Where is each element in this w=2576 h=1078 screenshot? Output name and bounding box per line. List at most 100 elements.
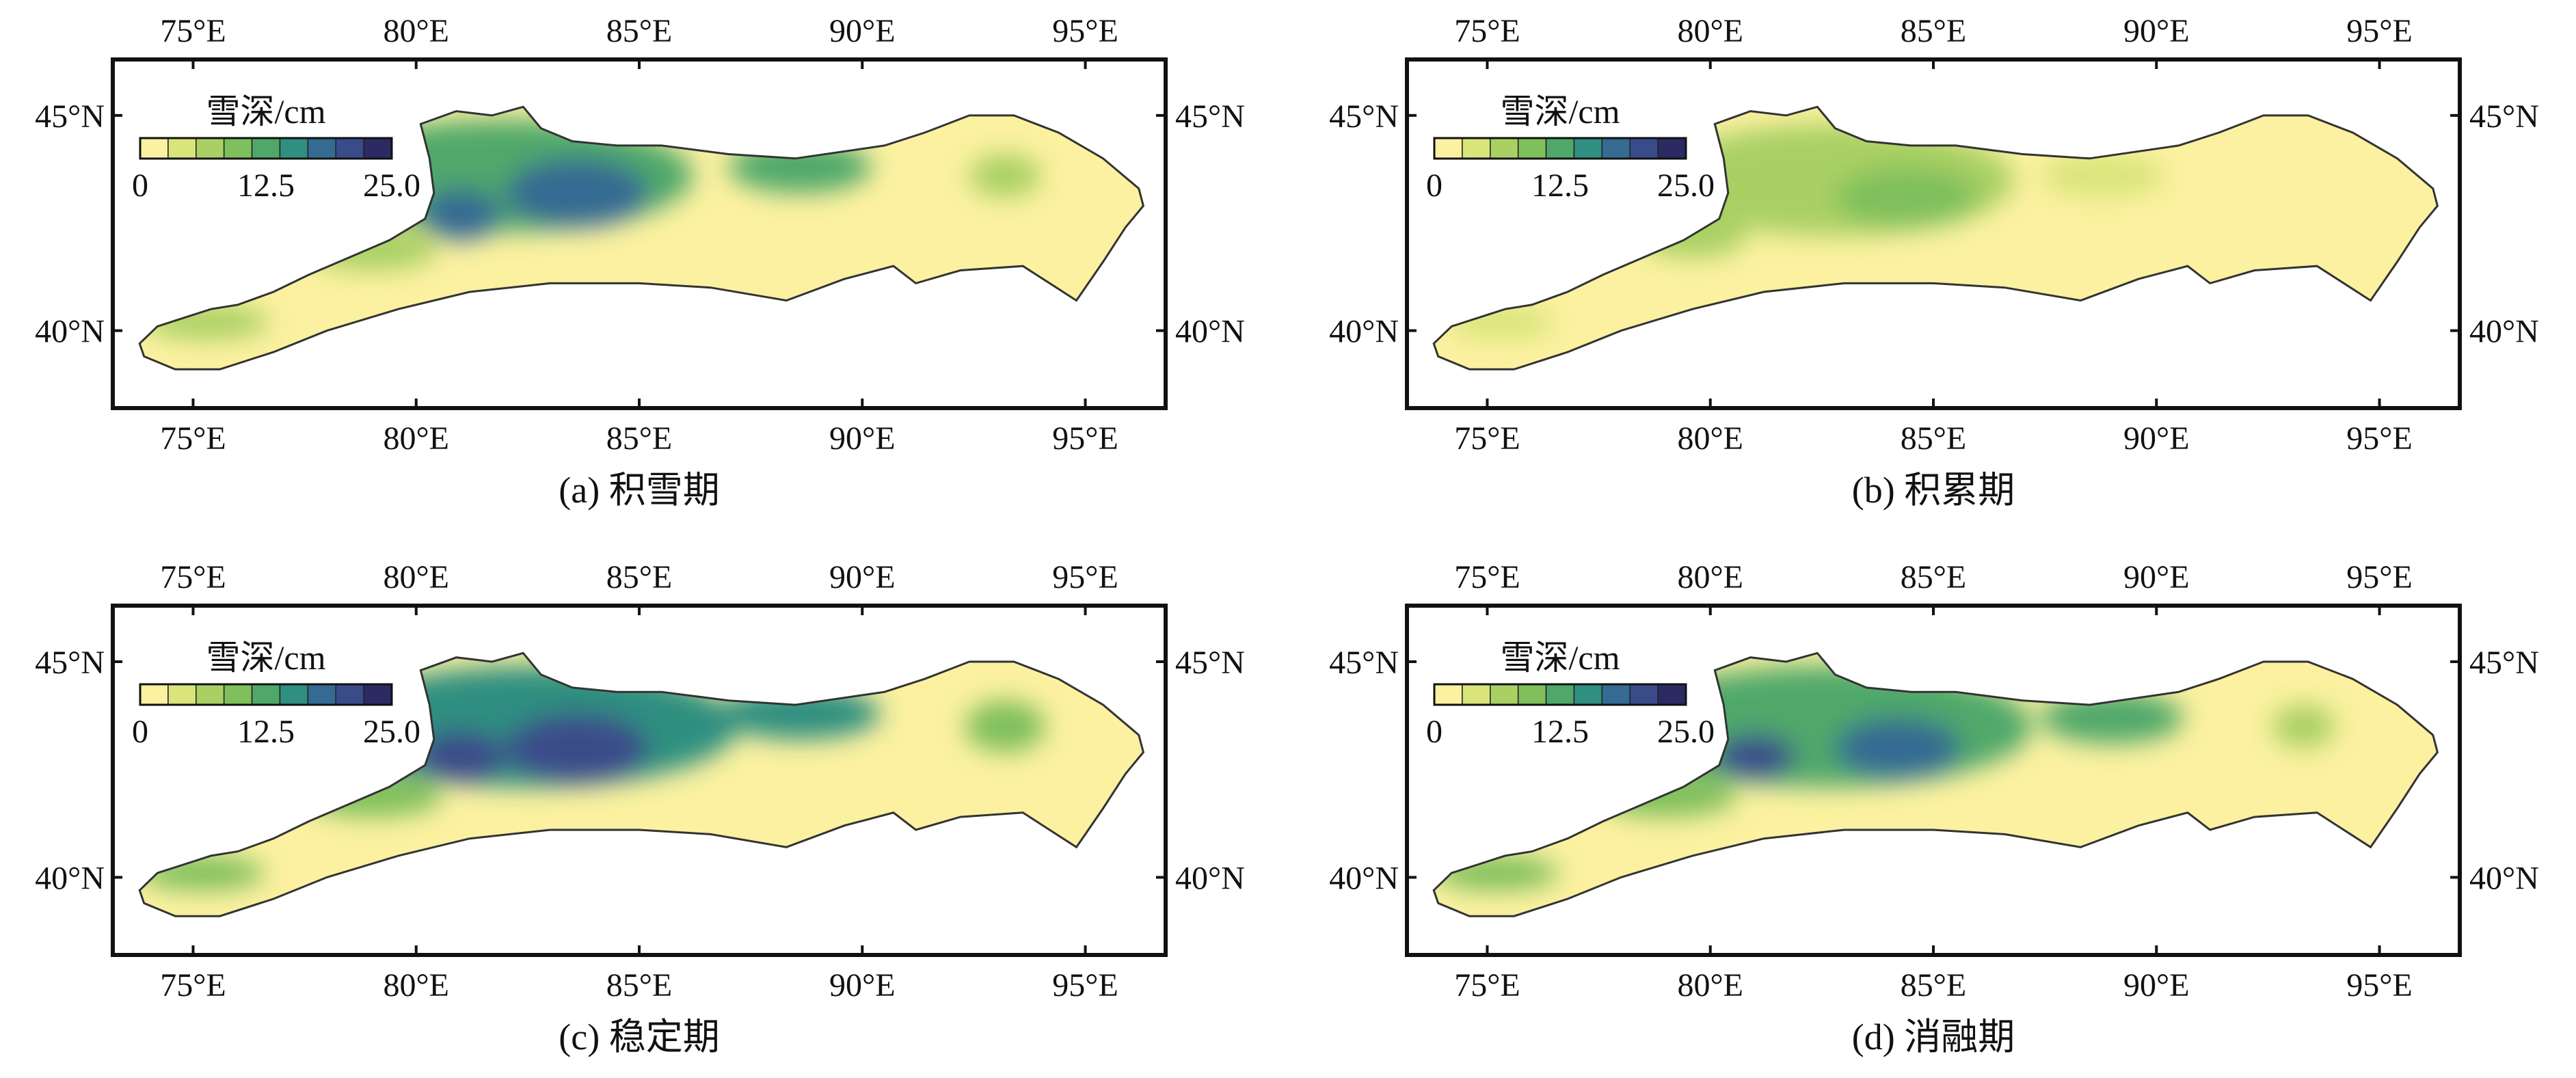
colorbar-swatch	[251, 684, 281, 705]
colorbar-tick-label: 25.0	[363, 167, 420, 204]
colorbar-tick-label: 12.5	[1531, 167, 1589, 204]
lon-tick-label-top: 85°E	[1901, 13, 1967, 49]
colorbar-swatch	[335, 137, 364, 159]
snow-depth-cell	[728, 141, 872, 193]
colorbar-swatch	[363, 684, 392, 705]
lon-tick-label-bottom: 90°E	[2123, 967, 2190, 1003]
colorbar-legend: 雪深/cm 0 12.5 25.0	[1426, 92, 1715, 204]
lat-tick-label-right: 40°N	[1175, 860, 1245, 896]
map-panel-b: 75°E 75°E 80°E 80°E 85°E 85°E 90°E 90°E 95°E 95°E…	[1329, 13, 2539, 511]
colorbar-legend: 雪深/cm 0 12.5 25.0	[132, 638, 420, 750]
lat-tick-label-left: 45°N	[35, 645, 105, 681]
region-base	[1434, 653, 2438, 917]
lat-tick-label-right: 45°N	[2469, 645, 2539, 681]
colorbar-swatch	[223, 137, 253, 159]
colorbar-frame	[1433, 683, 1687, 706]
colorbar-swatch	[363, 137, 392, 159]
lon-tick-label-bottom: 80°E	[383, 967, 449, 1003]
colorbar-swatch	[1545, 137, 1575, 159]
colorbar-swatch	[1434, 684, 1463, 705]
snow-depth-cell	[965, 700, 1045, 753]
lon-tick-label-top: 95°E	[1052, 559, 1118, 595]
lat-tick-label-left: 40°N	[35, 314, 105, 350]
panel-caption: (d) 消融期	[1852, 1016, 2015, 1057]
panel-caption: (c) 稳定期	[559, 1016, 719, 1057]
snow-depth-cell	[2040, 692, 2184, 744]
lon-tick-label-bottom: 75°E	[160, 420, 226, 457]
snow-depth-cell	[505, 713, 649, 783]
colorbar-swatch	[1573, 137, 1603, 159]
region-boundary	[1432, 651, 2439, 917]
lon-tick-label-bottom: 80°E	[383, 420, 449, 457]
colorbar-swatch	[1657, 684, 1687, 705]
lon-tick-label-bottom: 85°E	[1901, 420, 1967, 457]
snow-depth-cell	[416, 730, 506, 783]
lat-tick-label-left: 40°N	[35, 860, 105, 896]
colorbar-swatch	[139, 137, 169, 159]
lon-tick-label-top: 80°E	[383, 559, 449, 595]
panel-caption: (a) 积雪期	[559, 470, 719, 511]
colorbar-swatch	[139, 684, 169, 705]
lon-tick-label-bottom: 75°E	[160, 967, 226, 1003]
lon-tick-label-top: 95°E	[1052, 13, 1118, 49]
lon-tick-label-bottom: 80°E	[1677, 967, 1743, 1003]
lon-tick-label-bottom: 80°E	[1677, 420, 1743, 457]
lat-tick-label-left: 40°N	[1329, 860, 1399, 896]
colorbar-swatch	[167, 684, 197, 705]
snow-depth-cell	[1715, 735, 1795, 779]
lon-tick-label-top: 75°E	[1454, 13, 1520, 49]
lon-tick-label-top: 80°E	[1677, 13, 1743, 49]
colorbar-swatch	[279, 684, 309, 705]
lon-tick-label-bottom: 85°E	[1901, 967, 1967, 1003]
lon-tick-label-bottom: 85°E	[606, 967, 673, 1003]
colorbar-swatch	[1462, 684, 1491, 705]
lat-tick-label-left: 45°N	[35, 98, 105, 135]
lat-tick-label-right: 45°N	[1175, 98, 1245, 135]
colorbar-swatch	[196, 684, 225, 705]
lon-tick-label-bottom: 75°E	[1454, 420, 1520, 457]
lat-tick-label-left: 45°N	[1329, 98, 1399, 135]
snow-depth-cell	[1835, 718, 1961, 779]
colorbar-swatch	[196, 137, 225, 159]
colorbar-legend: 雪深/cm 0 12.5 25.0	[132, 92, 420, 204]
lon-tick-label-top: 75°E	[160, 13, 226, 49]
colorbar-swatch	[223, 684, 253, 705]
region-base	[139, 653, 1144, 917]
lon-tick-label-top: 95°E	[2346, 559, 2413, 595]
colorbar-swatch	[1490, 137, 1519, 159]
colorbar-swatch	[1517, 684, 1547, 705]
lat-tick-label-right: 40°N	[2469, 314, 2539, 350]
lon-tick-label-top: 75°E	[160, 559, 226, 595]
colorbar-swatch	[1434, 137, 1463, 159]
lon-tick-label-top: 95°E	[2346, 13, 2413, 49]
colorbar-tick-label: 0	[132, 714, 148, 750]
lat-tick-label-left: 45°N	[1329, 645, 1399, 681]
lon-tick-label-top: 90°E	[2123, 559, 2190, 595]
colorbar-swatch	[1573, 684, 1603, 705]
region-boundary	[1432, 105, 2439, 370]
lon-tick-label-bottom: 85°E	[606, 420, 673, 457]
colorbar-swatch	[1629, 684, 1659, 705]
lat-tick-label-right: 45°N	[1175, 645, 1245, 681]
region-base	[1434, 107, 2438, 370]
colorbar-frame	[139, 683, 393, 706]
lat-tick-label-right: 40°N	[1175, 314, 1245, 350]
region-boundary	[138, 651, 1145, 917]
snow-depth-cell	[420, 188, 501, 241]
colorbar-swatch	[307, 137, 336, 159]
map-panel-d: 75°E 75°E 80°E 80°E 85°E 85°E 90°E 90°E 95°E 95°E…	[1329, 559, 2539, 1057]
region-base	[139, 107, 1144, 370]
colorbar-tick-label: 25.0	[363, 714, 420, 750]
lon-tick-label-bottom: 90°E	[2123, 420, 2190, 457]
colorbar-frame	[139, 137, 393, 160]
lon-tick-label-top: 90°E	[2123, 13, 2190, 49]
colorbar-tick-label: 12.5	[237, 167, 295, 204]
colorbar-swatch	[307, 684, 336, 705]
lon-tick-label-top: 85°E	[606, 559, 673, 595]
colorbar-legend: 雪深/cm 0 12.5 25.0	[1426, 638, 1715, 750]
panel-caption: (b) 积累期	[1852, 470, 2015, 511]
colorbar-tick-label: 0	[1426, 714, 1443, 750]
colorbar-tick-label: 25.0	[1657, 714, 1715, 750]
lon-tick-label-bottom: 75°E	[1454, 967, 1520, 1003]
colorbar-swatch	[167, 137, 197, 159]
